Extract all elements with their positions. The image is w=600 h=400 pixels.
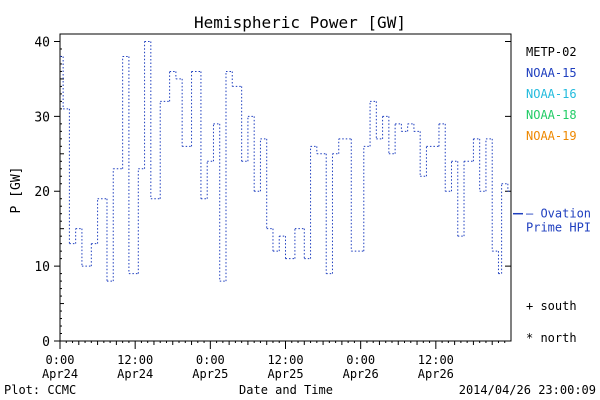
x-tick-time-label: 0:00 — [346, 353, 375, 367]
x-tick-date-label: Apr25 — [267, 367, 303, 381]
y-tick-label: 40 — [34, 35, 50, 50]
x-axis-label: Date and Time — [239, 383, 333, 397]
x-tick-time-label: 12:00 — [117, 353, 153, 367]
plot-frame — [59, 33, 512, 342]
y-axis-label-group: P [GW] — [9, 167, 24, 214]
x-tick-time-label: 0:00 — [196, 353, 225, 367]
ovation-label-line1: — Ovation — [526, 207, 591, 221]
legend-item: NOAA-19 — [526, 129, 577, 143]
chart-title: Hemispheric Power [GW] — [194, 13, 406, 32]
footer-timestamp: 2014/04/26 23:00:09 — [459, 383, 596, 397]
y-tick-label: 30 — [34, 110, 50, 125]
legend-item: NOAA-15 — [526, 66, 577, 80]
x-tick-time-label: 12:00 — [267, 353, 303, 367]
south-marker-note: + south — [526, 299, 577, 313]
x-tick-date-label: Apr26 — [343, 367, 379, 381]
x-tick-date-label: Apr25 — [192, 367, 228, 381]
y-tick-label: 20 — [34, 185, 50, 200]
y-axis-label: P [GW] — [9, 167, 24, 214]
y-tick-label: 0 — [42, 335, 50, 350]
legend-item: NOAA-16 — [526, 87, 577, 101]
x-axis-ticks: 0:00Apr2412:00Apr240:00Apr2512:00Apr250:… — [42, 341, 506, 381]
series-layer — [60, 40, 511, 282]
x-tick-date-label: Apr24 — [42, 367, 78, 381]
north-marker-note: * north — [526, 331, 577, 345]
legend-item: METP-02 — [526, 45, 577, 59]
ovation-label-line2: Prime HPI — [526, 221, 591, 235]
legend-item: NOAA-18 — [526, 108, 577, 122]
footer-plot-source: Plot: CCMC — [4, 383, 76, 397]
x-tick-date-label: Apr24 — [117, 367, 153, 381]
x-tick-time-label: 12:00 — [418, 353, 454, 367]
x-tick-time-label: 0:00 — [46, 353, 75, 367]
y-tick-label: 10 — [34, 260, 50, 275]
x-tick-date-label: Apr26 — [418, 367, 454, 381]
legend: METP-02 NOAA-15 NOAA-16 NOAA-18 NOAA-19 — [526, 45, 577, 143]
y-axis-ticks: 0 10 20 30 40 — [34, 35, 511, 350]
